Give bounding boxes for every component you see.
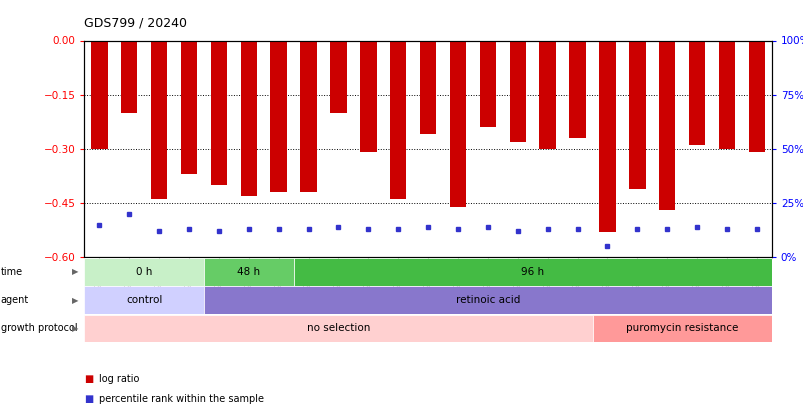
Text: agent: agent [1, 295, 29, 305]
Bar [718, 40, 734, 149]
Bar [300, 40, 316, 192]
Bar [84, 286, 204, 314]
Bar [479, 40, 495, 127]
Bar [151, 40, 167, 199]
Text: control: control [126, 295, 162, 305]
Bar [748, 40, 764, 152]
Bar [389, 40, 406, 199]
Bar [330, 40, 346, 113]
Bar [270, 40, 287, 192]
Bar [598, 40, 615, 232]
Bar [592, 315, 771, 342]
Text: time: time [1, 267, 23, 277]
Bar [121, 40, 137, 113]
Text: retinoic acid: retinoic acid [455, 295, 520, 305]
Bar [569, 40, 585, 138]
Bar [658, 40, 675, 210]
Text: log ratio: log ratio [99, 374, 139, 384]
Bar [539, 40, 555, 149]
Bar [181, 40, 197, 174]
Text: 0 h: 0 h [136, 267, 153, 277]
Text: ▶: ▶ [71, 296, 78, 305]
Bar [509, 40, 525, 142]
Text: percentile rank within the sample: percentile rank within the sample [99, 394, 263, 404]
Bar [688, 40, 704, 145]
Text: ▶: ▶ [71, 324, 78, 333]
Text: 96 h: 96 h [520, 267, 544, 277]
Bar [204, 286, 771, 314]
Text: growth protocol: growth protocol [1, 324, 77, 333]
Bar [84, 315, 592, 342]
Text: GDS799 / 20240: GDS799 / 20240 [84, 16, 187, 29]
Bar [360, 40, 376, 152]
Text: no selection: no selection [307, 324, 369, 333]
Bar [91, 40, 108, 149]
Text: 48 h: 48 h [237, 267, 260, 277]
Bar [628, 40, 645, 189]
Text: puromycin resistance: puromycin resistance [626, 324, 737, 333]
Bar [210, 40, 227, 185]
Bar [419, 40, 436, 134]
Bar [204, 258, 293, 286]
Bar [240, 40, 257, 196]
Text: ▶: ▶ [71, 267, 78, 276]
Text: ■: ■ [84, 394, 94, 404]
Bar [449, 40, 466, 207]
Bar [293, 258, 771, 286]
Text: ■: ■ [84, 374, 94, 384]
Bar [84, 258, 204, 286]
